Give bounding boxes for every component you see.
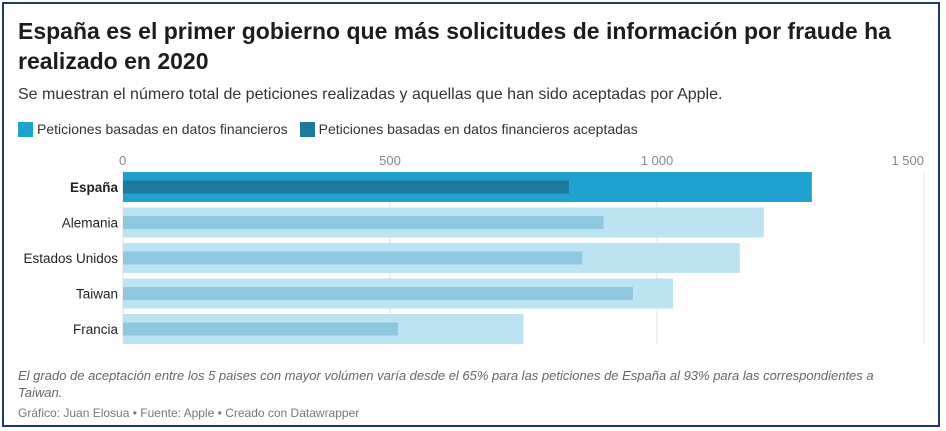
x-tick-label: 0 <box>119 153 126 168</box>
legend-label-accepted: Peticiones basadas en datos financieros … <box>318 121 638 137</box>
chart-credit: Gráfico: Juan Elosua • Fuente: Apple • C… <box>18 406 360 420</box>
x-tick-label: 500 <box>379 153 401 168</box>
legend-label-total: Peticiones basadas en datos financieros <box>37 121 288 137</box>
category-label: Francia <box>73 322 119 337</box>
bar-accepted <box>123 180 569 194</box>
chart-note: El grado de aceptación entre los 5 paise… <box>18 368 874 400</box>
category-label: Estados Unidos <box>23 251 118 266</box>
legend-item-total: Peticiones basadas en datos financieros <box>18 121 288 137</box>
bar-chart: 0 500 1 000 1 500 España Alemania Estados Unid… <box>23 153 925 344</box>
x-tick-label: 1 500 <box>891 153 924 168</box>
chart-subtitle: Se muestran el número total de peticione… <box>18 86 723 103</box>
category-label: Taiwan <box>76 287 118 302</box>
chart-frame: España es el primer gobierno que más sol… <box>2 2 940 427</box>
legend-swatch-accepted <box>299 121 315 137</box>
category-label: España <box>70 180 119 195</box>
bar-accepted <box>123 216 604 229</box>
legend: Peticiones basadas en datos financieros … <box>18 121 650 137</box>
bar-accepted <box>123 287 633 300</box>
chart-title: España es el primer gobierno que más sol… <box>18 18 891 74</box>
bar-accepted <box>123 322 399 336</box>
x-tick-label: 1 000 <box>641 153 674 168</box>
bar-accepted <box>123 251 583 265</box>
legend-item-accepted: Peticiones basadas en datos financieros … <box>299 121 638 137</box>
category-label: Alemania <box>62 216 119 231</box>
legend-swatch-total <box>18 121 33 137</box>
